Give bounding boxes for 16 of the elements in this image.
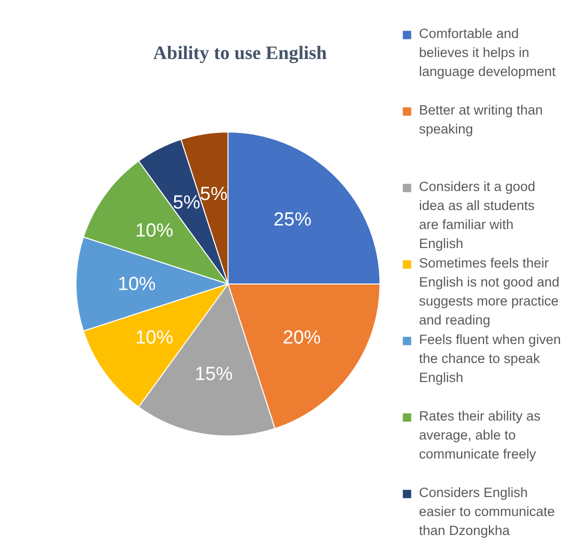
data-label: 5% [200,184,228,205]
data-label: 25% [273,210,312,231]
data-label: 15% [194,364,233,386]
data-label: 20% [282,328,321,349]
data-label: 10% [135,220,174,242]
text: Ability to use English [153,43,328,64]
legend-label: Sometimes feels their English is not good and suggests more practice and reading [419,256,560,328]
data-label: 5% [172,192,200,214]
legend-label: Considers English easier to communicate than Dzongkha [419,485,555,538]
legend-label: Considers it a good idea as all students are familiar with English [419,179,536,251]
legend-label: Feels fluent when given the chance to speak English [419,332,561,385]
legend-label: Rates their ability as average, able to communicate freely [419,408,541,462]
data-label: 10% [135,328,174,349]
legend-label: Comfortable and believes it helps in language development [419,26,556,79]
data-label: 10% [118,274,156,295]
legend-label: Better at writing than speaking [419,102,543,136]
